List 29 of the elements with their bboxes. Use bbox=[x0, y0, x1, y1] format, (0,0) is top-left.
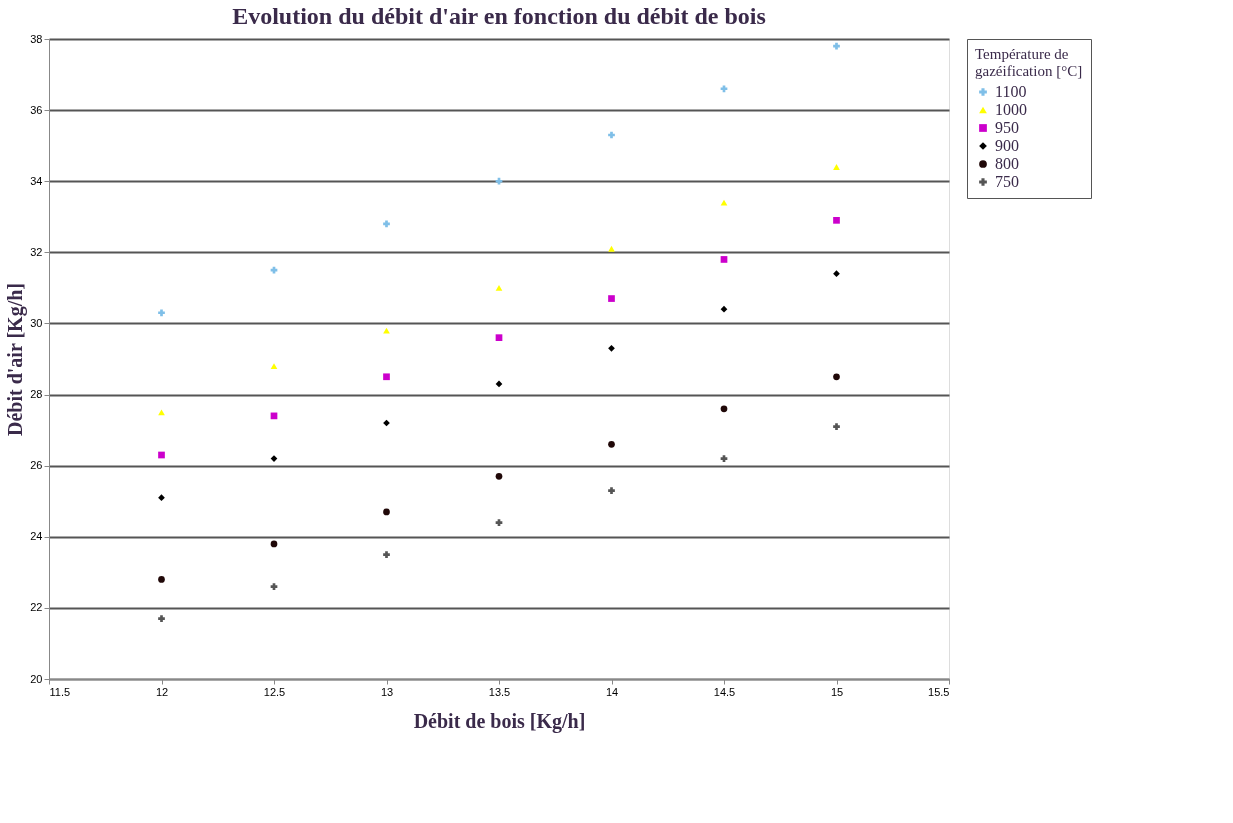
y-tick-label: 20 bbox=[30, 672, 43, 685]
y-tick-label: 34 bbox=[30, 174, 43, 187]
chart-title: Evolution du débit d'air en fonction du débit de bois bbox=[232, 3, 766, 29]
legend-label: 900 bbox=[995, 137, 1019, 154]
legend-label: 800 bbox=[995, 155, 1019, 172]
x-tick-label: 13.5 bbox=[488, 685, 511, 698]
x-tick-label: 15 bbox=[830, 685, 844, 698]
y-tick-label: 24 bbox=[30, 530, 43, 543]
x-tick-label: 15.5 bbox=[928, 685, 950, 698]
legend-label: 1100 bbox=[995, 83, 1027, 100]
y-tick-label: 28 bbox=[30, 388, 43, 401]
y-tick-label: 36 bbox=[30, 103, 43, 116]
legend-label: 1000 bbox=[995, 101, 1027, 118]
y-tick-label: 22 bbox=[30, 601, 43, 614]
y-tick-label: 26 bbox=[30, 459, 43, 472]
x-tick-label: 13 bbox=[380, 685, 394, 698]
x-tick-label: 12 bbox=[155, 685, 169, 698]
y-tick-label: 30 bbox=[30, 316, 43, 329]
legend-label: 950 bbox=[995, 119, 1019, 136]
y-tick-label: 32 bbox=[30, 245, 43, 258]
y-tick-label: 38 bbox=[30, 32, 43, 45]
x-tick-label: 14 bbox=[605, 685, 619, 698]
x-axis-title: Débit de bois [Kg/h] bbox=[413, 709, 586, 733]
x-tick-label: 12.5 bbox=[263, 685, 286, 698]
x-tick-label: 14.5 bbox=[713, 685, 736, 698]
y-axis-title: Débit d'air [Kg/h] bbox=[4, 283, 28, 436]
legend-title: Température de gazéification [°C] bbox=[975, 46, 1083, 79]
legend-label: 750 bbox=[995, 173, 1019, 190]
x-tick-label: 11.5 bbox=[49, 685, 71, 698]
